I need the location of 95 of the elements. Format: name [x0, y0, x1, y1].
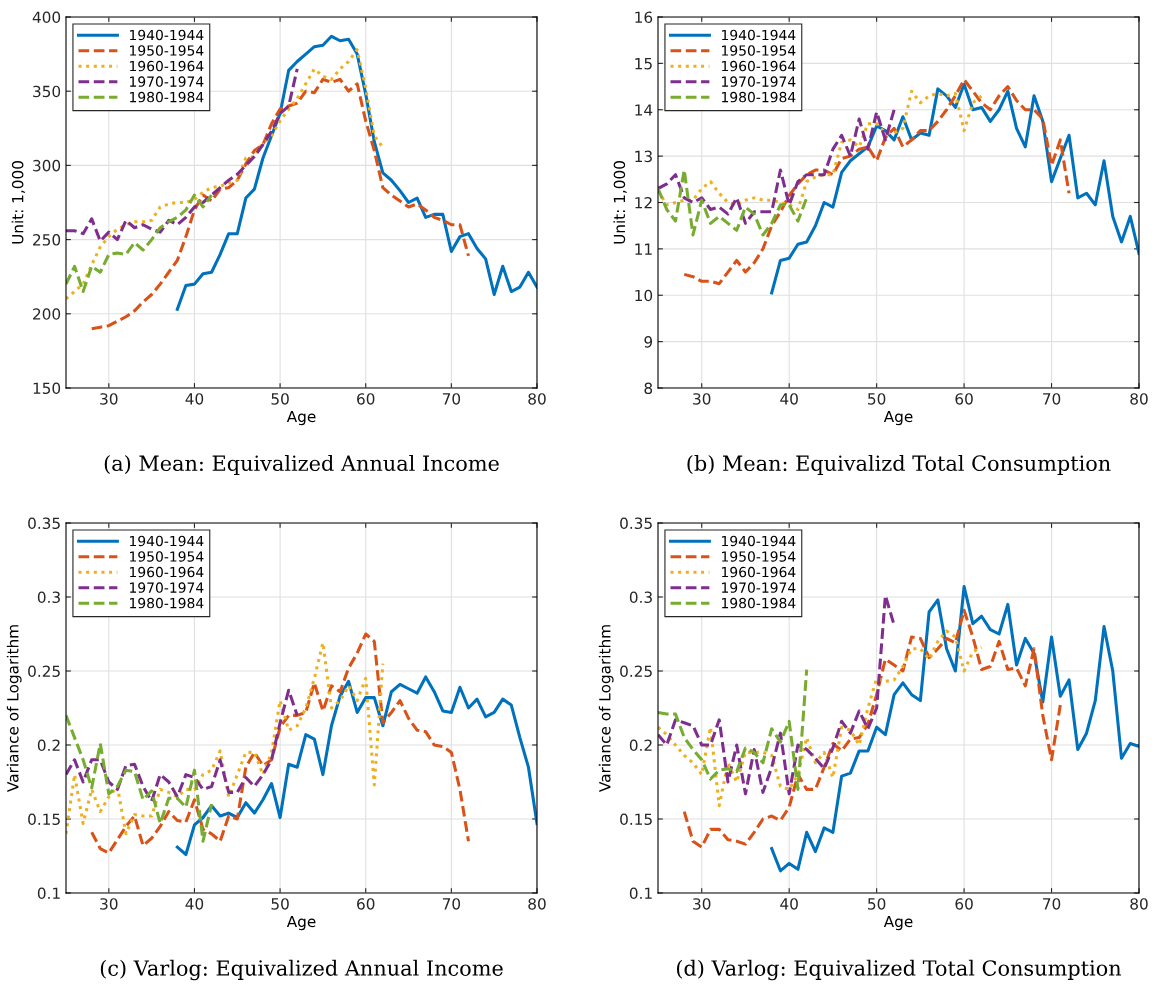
- legend-label: 1950-1954: [722, 45, 796, 56]
- x-tick-label: 60: [955, 898, 973, 910]
- y-axis-title: Unit: 1,000: [11, 161, 26, 244]
- x-tick-label: 30: [693, 898, 711, 910]
- x-tick-label: 40: [185, 393, 204, 405]
- legend-label: 1980-1984: [722, 91, 796, 103]
- x-axis-title: Age: [883, 915, 913, 931]
- x-tick-label: 50: [868, 393, 886, 405]
- x-tick-label: 70: [1043, 898, 1061, 910]
- line-series: [175, 675, 537, 857]
- line-series: [66, 713, 214, 843]
- y-tick-label: 13: [635, 150, 652, 163]
- y-tick-label: 15: [635, 58, 652, 70]
- line-series: [90, 77, 471, 331]
- line-series: [682, 78, 1071, 286]
- x-tick-label: 80: [1130, 393, 1148, 405]
- y-tick-label: 0.25: [620, 665, 652, 678]
- y-tick-label: 12: [635, 196, 652, 209]
- legend-label: 1980-1984: [722, 597, 796, 609]
- x-axis-title: Age: [286, 915, 316, 931]
- y-tick-label: 16: [635, 11, 653, 24]
- x-tick-label: 80: [1130, 898, 1148, 910]
- line-series: [658, 667, 809, 791]
- x-tick-label: 40: [185, 898, 204, 910]
- legend-label: 1940-1944: [130, 535, 204, 547]
- legend-label: 1970-1974: [722, 76, 796, 87]
- legend-label: 1950-1954: [722, 551, 796, 562]
- y-tick-label: 200: [33, 308, 61, 320]
- y-tick-label: 400: [32, 11, 61, 24]
- x-tick-label: 60: [357, 393, 375, 405]
- legend-label: 1980-1984: [130, 91, 204, 103]
- y-tick-label: 10: [635, 289, 653, 302]
- x-tick-label: 80: [528, 393, 546, 405]
- x-tick-label: 70: [442, 393, 461, 405]
- y-tick-label: 0.15: [620, 813, 652, 826]
- legend-label: 1960-1964: [130, 566, 204, 578]
- y-tick-label: 14: [635, 104, 653, 116]
- x-tick-label: 40: [780, 898, 798, 910]
- y-tick-label: 9: [644, 336, 653, 348]
- x-tick-label: 70: [1043, 393, 1061, 405]
- x-tick-label: 50: [271, 393, 289, 405]
- x-tick-label: 40: [780, 393, 798, 405]
- legend-label: 1960-1964: [722, 566, 796, 578]
- x-tick-label: 50: [271, 898, 289, 910]
- y-tick-label: 0.35: [620, 517, 652, 530]
- legend-label: 1940-1944: [722, 29, 796, 41]
- line-series: [66, 641, 385, 836]
- x-tick-label: 60: [955, 393, 973, 405]
- y-tick-label: 0.25: [28, 665, 60, 678]
- line-series: [658, 108, 896, 225]
- line-series: [90, 632, 471, 855]
- x-axis-title: Age: [286, 410, 316, 426]
- y-axis-title: Unit: 1,000: [613, 161, 627, 244]
- x-axis-title: Age: [883, 410, 913, 426]
- legend-label: 1960-1964: [130, 60, 204, 72]
- y-tick-label: 300: [33, 159, 61, 172]
- x-tick-label: 50: [868, 898, 886, 910]
- y-tick-label: 0.15: [28, 813, 60, 826]
- legend-label: 1980-1984: [130, 597, 204, 609]
- y-axis-title: Variance of Logarithm: [6, 625, 22, 792]
- text: (c) Varlog: Equivalized Annual Income: [100, 959, 503, 981]
- x-tick-label: 60: [357, 898, 375, 910]
- y-tick-label: 0.1: [37, 887, 60, 900]
- legend-label: 1950-1954: [130, 551, 204, 562]
- y-tick-label: 0.1: [629, 887, 652, 900]
- y-tick-label: 11: [635, 243, 652, 255]
- legend-label: 1940-1944: [722, 535, 796, 547]
- y-axis-title: Variance of Logarithm: [598, 625, 614, 792]
- y-tick-label: 250: [33, 234, 61, 246]
- y-tick-label: 8: [644, 382, 653, 395]
- y-tick-label: 0.35: [28, 517, 60, 530]
- line-series: [658, 629, 984, 808]
- legend-label: 1960-1964: [722, 60, 796, 72]
- x-tick-label: 30: [693, 393, 711, 405]
- text: (d) Varlog: Equivalized Total Consumption: [676, 959, 1122, 981]
- legend-label: 1940-1944: [130, 29, 204, 41]
- y-tick-label: 350: [33, 85, 61, 98]
- legend-label: 1970-1974: [130, 76, 204, 87]
- line-series: [66, 193, 214, 294]
- legend-label: 1970-1974: [722, 582, 796, 593]
- y-tick-label: 0.3: [37, 591, 60, 604]
- legend-label: 1950-1954: [130, 45, 204, 56]
- x-tick-label: 30: [100, 898, 118, 910]
- line-series: [682, 608, 1062, 849]
- y-tick-label: 0.2: [629, 739, 652, 752]
- text: (a) Mean: Equivalized Annual Income: [104, 454, 499, 476]
- x-tick-label: 70: [442, 898, 461, 910]
- x-tick-label: 80: [528, 898, 546, 910]
- text: (b) Mean: Equivalizd Total Consumption: [687, 454, 1111, 476]
- y-tick-label: 0.3: [629, 591, 652, 604]
- line-series: [66, 688, 299, 803]
- x-tick-label: 30: [100, 393, 118, 405]
- y-tick-label: 0.2: [37, 739, 60, 752]
- y-tick-label: 150: [33, 382, 61, 395]
- legend-label: 1970-1974: [130, 582, 204, 593]
